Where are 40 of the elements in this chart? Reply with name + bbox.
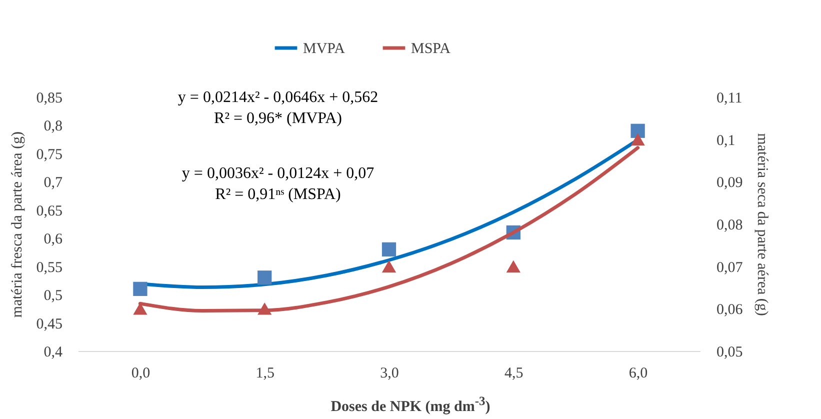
- legend-label: MVPA: [303, 41, 346, 57]
- y2-tick-label: 0,09: [716, 175, 743, 192]
- y2-tick-label: 0,05: [716, 344, 743, 360]
- y2-tick-label: 0,08: [716, 218, 743, 234]
- point: [258, 270, 272, 285]
- x-axis-title: Doses de NPK (mg dm$^{-3}$): [330, 394, 492, 416]
- point: [506, 260, 520, 272]
- point: [133, 302, 148, 315]
- y-tick-label: 0,65: [36, 203, 62, 220]
- x-tick-label: 0,0: [131, 366, 150, 382]
- point: [382, 260, 396, 272]
- y-tick-label: 0,75: [36, 146, 62, 163]
- y-tick-label: 0,85: [36, 90, 62, 106]
- annotation: y = 0,0036x² - 0,0124x + 0,07: [182, 165, 374, 182]
- y-tick-label: 0,55: [36, 260, 62, 276]
- point: [258, 302, 272, 315]
- x-tick-label: 6,0: [628, 366, 648, 382]
- legend-label: MSPA: [411, 41, 451, 57]
- annotation: R² = 0,96* (MVPA): [214, 110, 342, 127]
- y2-tick-label: 0,07: [716, 260, 744, 276]
- point: [630, 133, 645, 146]
- y-tick-label: 0,45: [36, 316, 62, 332]
- point: [133, 282, 148, 296]
- y-axis-title: matéria fresca da parte área (g): [9, 131, 26, 318]
- y2-tick-label: 0,1: [716, 132, 736, 149]
- x-tick-label: 1,5: [256, 366, 274, 382]
- y-tick-label: 0,5: [44, 288, 62, 304]
- y2-tick-label: 0,06: [716, 302, 744, 318]
- x-tick-label: 3,0: [380, 366, 399, 382]
- annotation: R² = 0,91ⁿˢ (MSPA): [215, 186, 341, 203]
- y-tick-label: 0,8: [44, 118, 62, 135]
- y2-axis-title: matéria seca da parte aérea (g): [754, 133, 770, 316]
- point: [630, 124, 645, 138]
- annotation: y = 0,0214x² - 0,0646x + 0,562: [178, 89, 378, 106]
- x-tick-label: 4,5: [504, 366, 524, 382]
- y2-tick-label: 0,11: [716, 90, 742, 106]
- y-tick-label: 0,7: [44, 175, 63, 192]
- y-tick-label: 0,4: [44, 344, 63, 360]
- point: [382, 242, 396, 256]
- y-tick-label: 0,6: [44, 232, 63, 248]
